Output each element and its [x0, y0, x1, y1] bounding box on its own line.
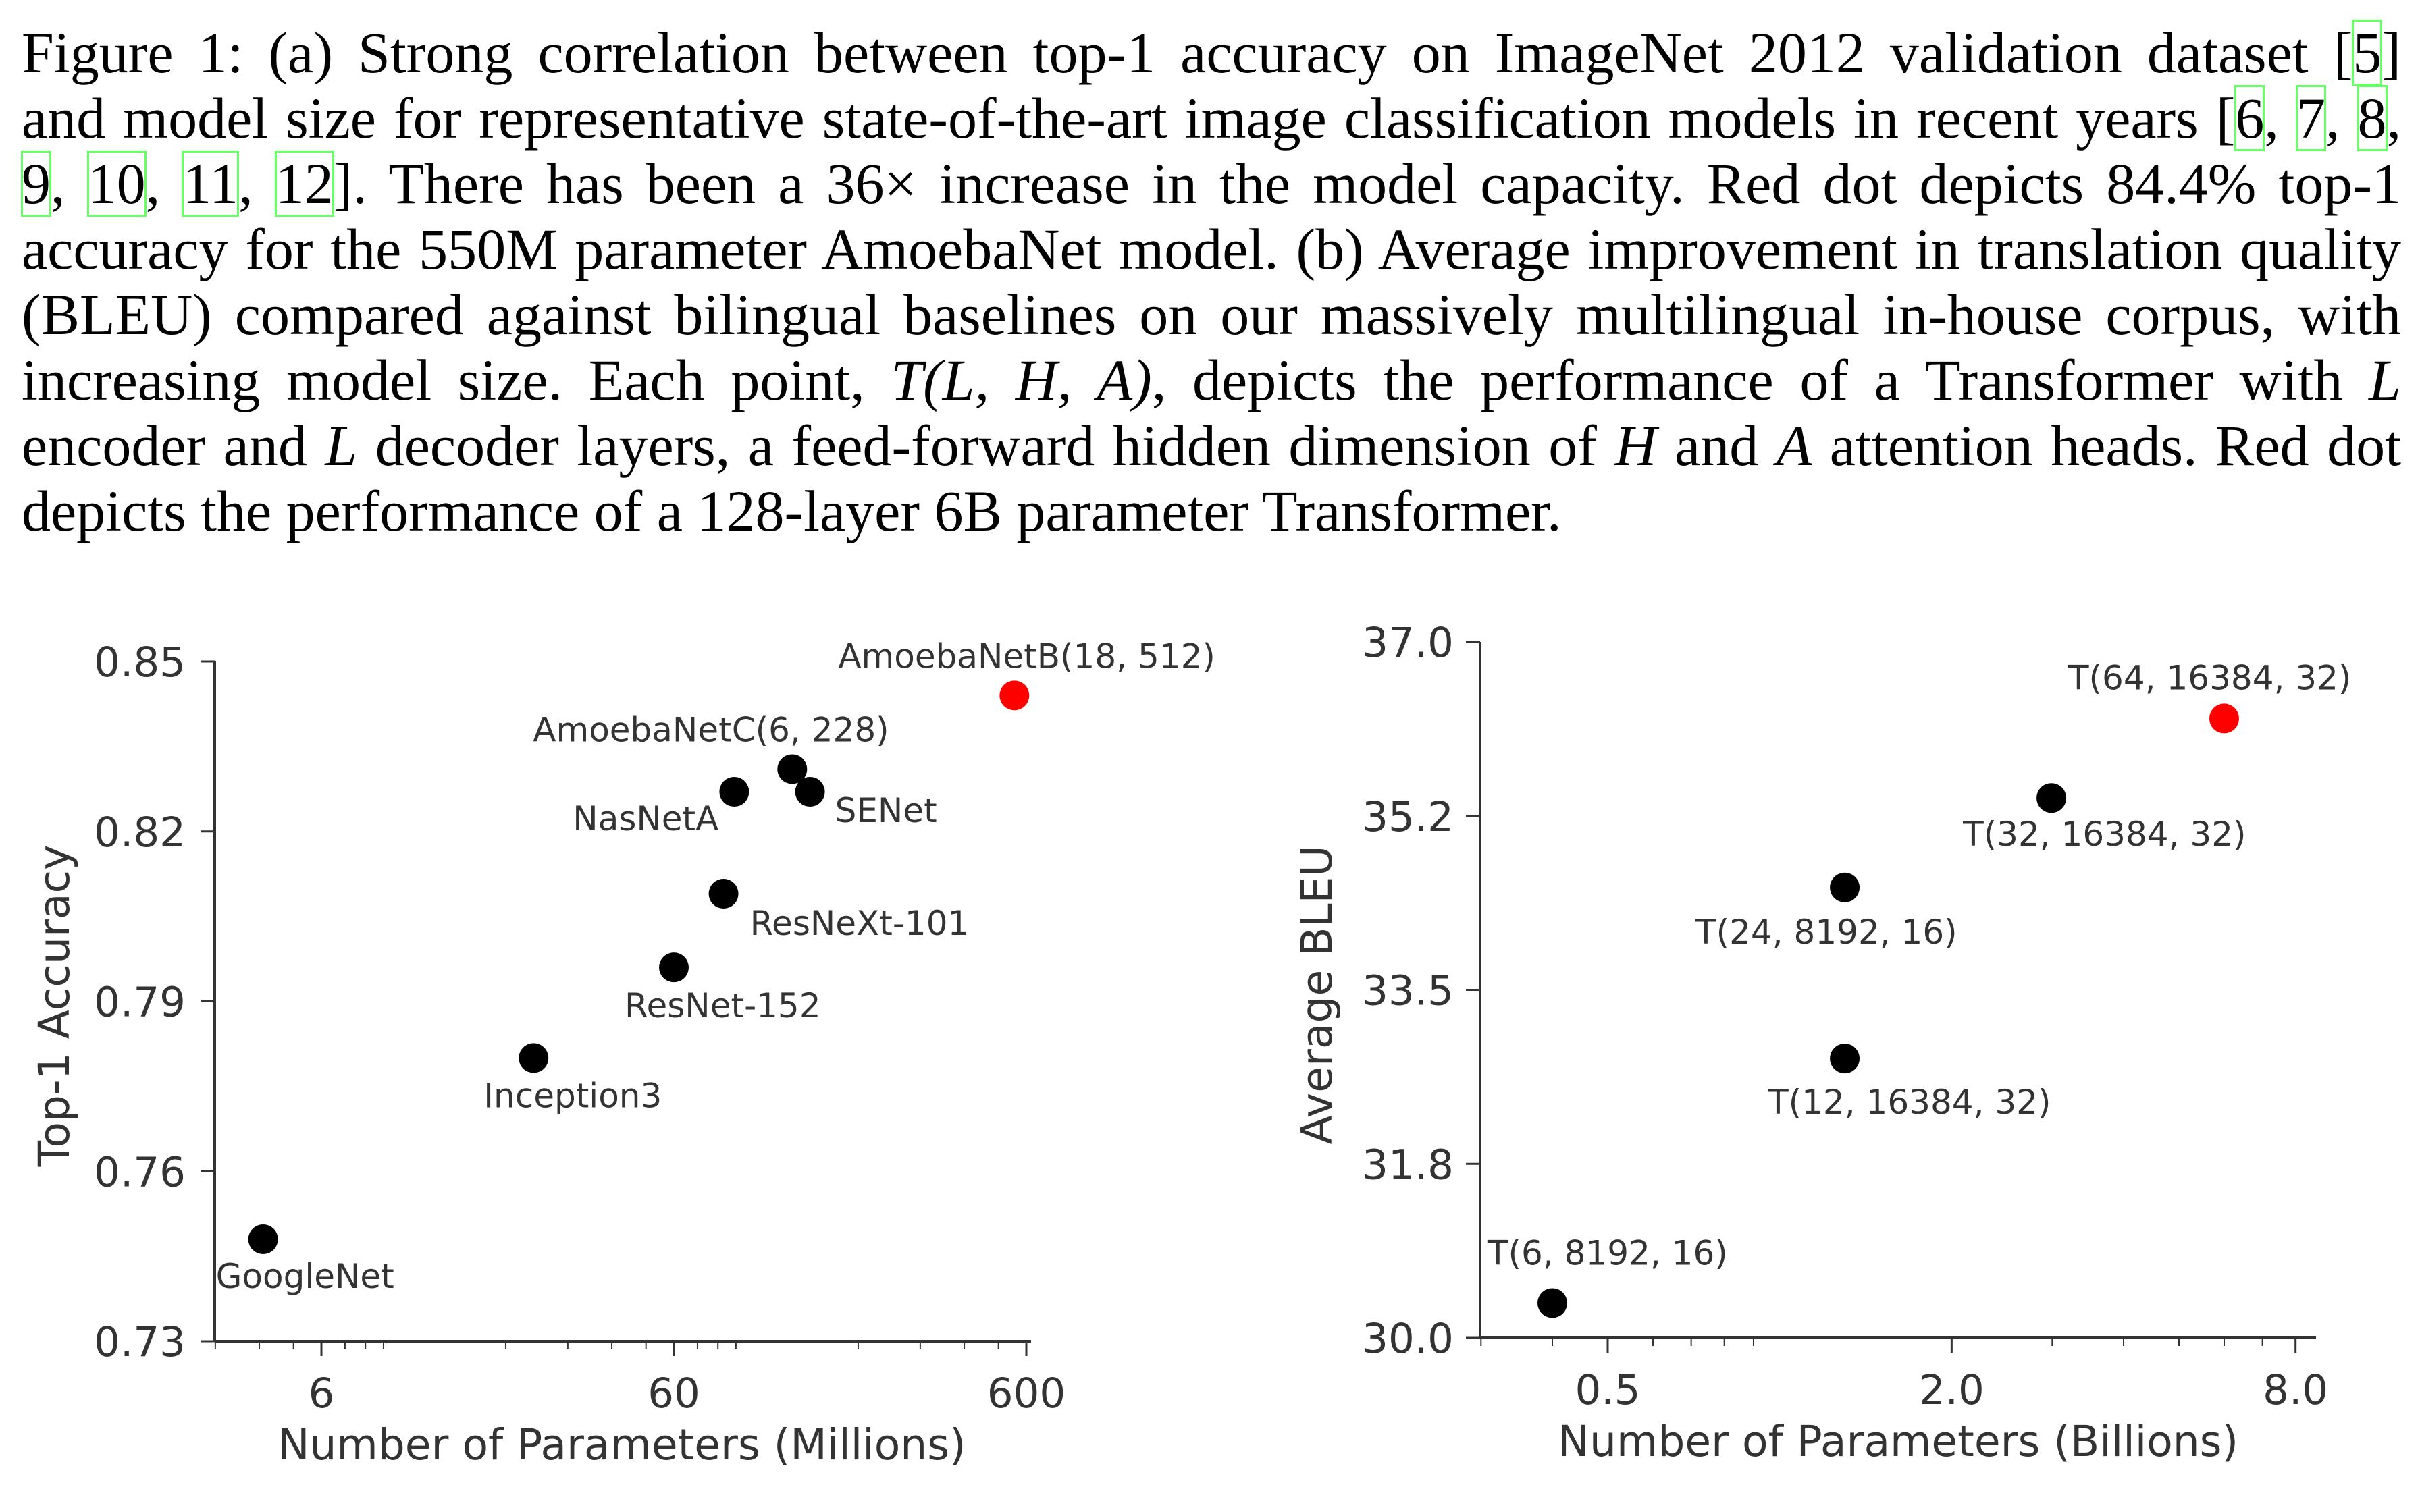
data-point	[1537, 1288, 1568, 1318]
caption-text: ]. There has been a 36× increase in the …	[333, 151, 2401, 216]
caption-text: ,	[2386, 86, 2402, 151]
point-label: T(64, 16384, 32)	[2068, 658, 2351, 697]
chart-panel-b: 37.0 35.2 33.5 31.8 30.0 0.5 2.0 8.0 Number of P…	[1292, 619, 2351, 1466]
y-tick-label: 0.79	[94, 979, 186, 1027]
point-label: AmoebaNetC(6, 228)	[533, 710, 889, 749]
citation-link[interactable]: 12	[274, 151, 334, 217]
highlight-point	[999, 680, 1030, 711]
x-axis-label: Number of Parameters (Billions)	[1558, 1417, 2238, 1466]
caption-text: and model size for representative state-…	[22, 86, 2236, 151]
citation-link[interactable]: 6	[2234, 85, 2265, 151]
y-axis-label: Top-1 Accuracy	[30, 845, 79, 1168]
data-point	[659, 952, 689, 983]
point-label: NasNetA	[573, 799, 718, 838]
point-label: Inception3	[483, 1076, 662, 1115]
citation-link[interactable]: 5	[2352, 20, 2383, 86]
caption-text: Figure 1: (a) Strong correlation between…	[22, 20, 2353, 85]
y-tick-label: 37.0	[1362, 619, 1454, 667]
point-label: T(32, 16384, 32)	[1962, 815, 2246, 854]
math-symbol: L	[325, 413, 358, 478]
x-tick-label: 0.5	[1575, 1366, 1640, 1414]
caption-text: depicts the performance of a 128-layer 6…	[22, 479, 1562, 543]
citation-link[interactable]: 10	[86, 151, 147, 217]
caption-text: , depicts the performance of a Transform…	[1151, 348, 2369, 412]
caption-text: (BLEU) compared against bilingual baseli…	[22, 282, 2401, 347]
math-symbol: L	[2369, 348, 2401, 412]
citation-link[interactable]: 11	[182, 151, 240, 217]
y-tick-label: 0.85	[94, 639, 186, 686]
caption-text: ,	[51, 151, 88, 216]
data-point	[248, 1224, 278, 1254]
x-axis-label: Number of Parameters (Millions)	[278, 1420, 966, 1469]
caption-text: ,	[145, 151, 183, 216]
figure-caption: Figure 1: (a) Strong correlation between…	[21, 20, 2402, 544]
caption-text: and	[1656, 413, 1777, 478]
chart-panel-a: 0.85 0.82 0.79 0.76 0.73 6 60 600 Number of Para…	[30, 637, 1215, 1469]
caption-line: Figure 1: (a) Strong correlation between…	[22, 20, 2401, 86]
caption-text: ,	[238, 151, 275, 216]
caption-text: accuracy for the 550M parameter AmoebaNe…	[22, 217, 2401, 281]
caption-text: ,	[2264, 86, 2296, 151]
point-label: AmoebaNetB(18, 512)	[838, 637, 1215, 676]
math-symbol: H	[1614, 413, 1657, 478]
x-tick-label: 60	[648, 1370, 700, 1418]
y-tick-label: 0.76	[94, 1148, 186, 1196]
point-label: T(24, 8192, 16)	[1695, 913, 1957, 952]
y-tick-label: 35.2	[1362, 793, 1454, 841]
caption-text: ]	[2382, 20, 2401, 85]
citation-link[interactable]: 9	[21, 151, 51, 217]
point-label: GoogleNet	[216, 1257, 394, 1296]
point-label: ResNet-152	[625, 986, 821, 1025]
data-point	[777, 754, 808, 784]
data-point	[1830, 1044, 1860, 1074]
y-tick-label: 0.82	[94, 809, 186, 857]
point-label: T(6, 8192, 16)	[1487, 1233, 1728, 1272]
caption-line: depicts the performance of a 128-layer 6…	[22, 479, 2401, 544]
y-tick-label: 31.8	[1362, 1141, 1454, 1189]
point-label: T(12, 16384, 32)	[1767, 1083, 2051, 1122]
y-tick-label: 30.0	[1362, 1315, 1454, 1363]
data-point	[2036, 783, 2067, 813]
x-tick-label: 8.0	[2263, 1366, 2328, 1414]
data-point	[1830, 872, 1860, 902]
math-symbol: A	[1776, 413, 1812, 478]
x-tick-label: 600	[987, 1370, 1066, 1418]
point-label: ResNeXt-101	[750, 904, 970, 943]
highlight-point	[2209, 703, 2239, 734]
caption-text: encoder and	[22, 413, 325, 478]
caption-line: 9, 10, 11, 12]. There has been a 36× inc…	[21, 151, 2401, 217]
data-point	[719, 777, 749, 807]
caption-line: accuracy for the 550M parameter AmoebaNe…	[22, 217, 2401, 282]
y-tick-label: 0.73	[94, 1318, 186, 1366]
caption-text: increasing model size. Each point,	[22, 348, 891, 412]
math-symbol: T(L, H, A)	[891, 348, 1152, 412]
caption-text: attention heads. Red dot	[1812, 413, 2402, 478]
caption-text: decoder layers, a feed-forward hidden di…	[357, 413, 1615, 478]
x-tick-label: 6	[309, 1370, 335, 1418]
data-point	[708, 879, 739, 909]
caption-line: and model size for representative state-…	[22, 85, 2402, 151]
caption-text: ,	[2325, 86, 2358, 151]
y-tick-label: 33.5	[1362, 967, 1454, 1015]
x-tick-label: 2.0	[1919, 1366, 1984, 1414]
data-point	[795, 777, 825, 807]
citation-link[interactable]: 8	[2357, 85, 2388, 151]
caption-line: encoder and L decoder layers, a feed-for…	[22, 413, 2401, 479]
citation-link[interactable]: 7	[2295, 85, 2326, 151]
point-label: SENet	[835, 791, 937, 830]
caption-line: increasing model size. Each point, T(L, …	[22, 348, 2401, 413]
caption-line: (BLEU) compared against bilingual baseli…	[22, 282, 2401, 348]
data-point	[519, 1043, 549, 1073]
y-axis-label: Average BLEU	[1292, 846, 1342, 1145]
